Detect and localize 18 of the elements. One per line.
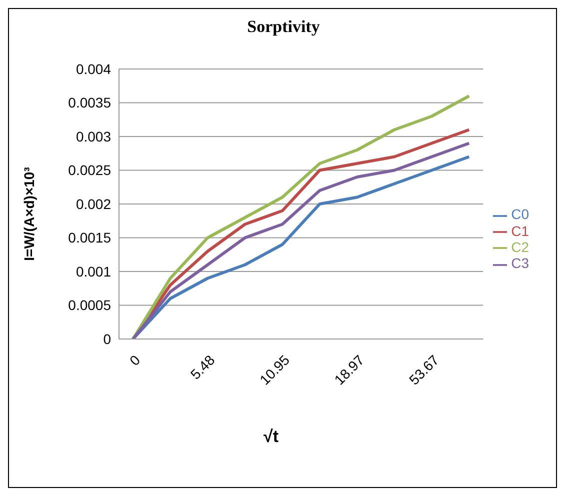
y-tick-label: 0.0025 (68, 162, 112, 178)
x-axis-title: √t (262, 427, 280, 447)
y-tick-label: 0.004 (76, 60, 112, 77)
chart-title: Sorptivity (246, 17, 321, 37)
x-tick-label: 5.48 (187, 352, 218, 382)
y-tick-label: 0.001 (76, 263, 112, 280)
y-tick-label: 0.003 (76, 128, 112, 144)
y-tick-label: 0.0005 (68, 297, 112, 314)
legend-label: C2 (511, 239, 529, 255)
x-tick-label: 0 (126, 352, 144, 369)
y-axis-title: I=W/(A×d)×10³ (21, 167, 37, 261)
legend-label: C3 (511, 255, 529, 272)
y-tick-label: 0 (103, 330, 112, 347)
y-tick-label: 0.002 (76, 196, 112, 212)
y-tick-label: 0.0035 (68, 94, 112, 111)
y-tick-label: 0.0015 (68, 230, 112, 246)
legend-label: C1 (511, 222, 529, 239)
legend-label: C0 (511, 206, 529, 222)
